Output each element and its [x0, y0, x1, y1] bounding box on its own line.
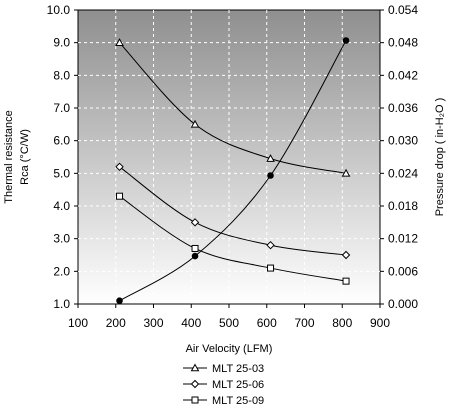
series-markers [115, 37, 351, 305]
x-axis-title: Air Velocity (LFM) [186, 343, 273, 355]
data-point-2 [342, 277, 350, 285]
y-left-tick-label: 7.0 [53, 101, 70, 115]
series-line-1 [119, 166, 347, 256]
y-left-tick-label: 4.0 [53, 199, 70, 213]
data-point-1 [115, 162, 124, 172]
y-left-axis-title-line2: Rca (°C/W) [19, 129, 31, 185]
y-left-tick-label: 9.0 [53, 36, 70, 50]
y-right-tick-label: 0.024 [388, 166, 418, 180]
data-point-2 [116, 192, 124, 200]
x-tick-label: 400 [181, 316, 201, 330]
data-point-3 [191, 252, 199, 260]
series-lines [119, 40, 347, 302]
x-tick-label: 300 [143, 316, 163, 330]
x-tick-label: 800 [332, 316, 352, 330]
y-left-tick-label: 1.0 [53, 297, 70, 311]
series-line-3 [119, 40, 347, 302]
legend-marker [190, 379, 200, 389]
y-left-tick-label: 5.0 [53, 166, 70, 180]
x-tick-label: 200 [106, 316, 126, 330]
data-point-1 [341, 250, 351, 260]
legend-label: MLT 25-06 [212, 379, 264, 391]
y-left-axis-title-line1: Thermal resistance [3, 110, 15, 204]
data-point-0 [115, 38, 124, 46]
legend-marker [190, 363, 200, 372]
y-right-axis-ticks: 0.000 0.006 0.012 0.018 0.024 0.030 0.036 0.042… [380, 3, 418, 311]
data-point-2 [267, 264, 275, 272]
legend-marker [191, 396, 199, 404]
data-point-3 [267, 172, 274, 179]
data-point-1 [266, 240, 275, 250]
x-tick-label: 900 [370, 316, 390, 330]
y-right-axis-title: Pressure drop ( in-H₂O ) [434, 98, 446, 217]
y-right-tick-label: 0.054 [388, 3, 418, 17]
data-point-0 [190, 119, 200, 128]
data-point-0 [266, 154, 275, 162]
y-left-axis-ticks: 1.0 2.0 3.0 4.0 5.0 6.0 7.0 8.0 9.0 10.0 [47, 3, 78, 311]
data-point-3 [116, 297, 123, 305]
y-right-tick-label: 0.030 [388, 134, 418, 148]
y-right-tick-label: 0.018 [388, 199, 418, 213]
data-point-0 [341, 168, 351, 177]
y-left-tick-label: 2.0 [53, 264, 70, 278]
data-point-3 [342, 37, 350, 44]
y-right-tick-label: 0.012 [388, 232, 418, 246]
data-point-1 [190, 218, 200, 227]
legend-label: MLT 25-09 [212, 395, 264, 406]
y-right-tick-label: 0.000 [388, 297, 418, 311]
y-left-tick-label: 10.0 [47, 3, 71, 17]
y-right-tick-label: 0.048 [388, 36, 418, 50]
y-left-tick-label: 3.0 [53, 232, 70, 246]
y-right-tick-label: 0.006 [388, 264, 418, 278]
legend: MLT 25-03 MLT 25-06 MLT 25-09 [183, 363, 264, 406]
data-point-2 [191, 244, 199, 252]
x-tick-label: 100 [68, 316, 88, 330]
y-right-tick-label: 0.036 [388, 101, 418, 115]
series-line-2 [119, 195, 347, 282]
legend-label: MLT 25-03 [212, 363, 264, 375]
x-axis-ticks: 100 200 300 400 500 600 700 800 900 [68, 304, 390, 330]
x-tick-label: 700 [294, 316, 314, 330]
x-tick-label: 500 [219, 316, 239, 330]
series-line-0 [119, 42, 347, 174]
y-left-tick-label: 6.0 [53, 134, 70, 148]
y-right-tick-label: 0.042 [388, 68, 418, 82]
x-tick-label: 600 [257, 316, 277, 330]
y-left-tick-label: 8.0 [53, 68, 70, 82]
